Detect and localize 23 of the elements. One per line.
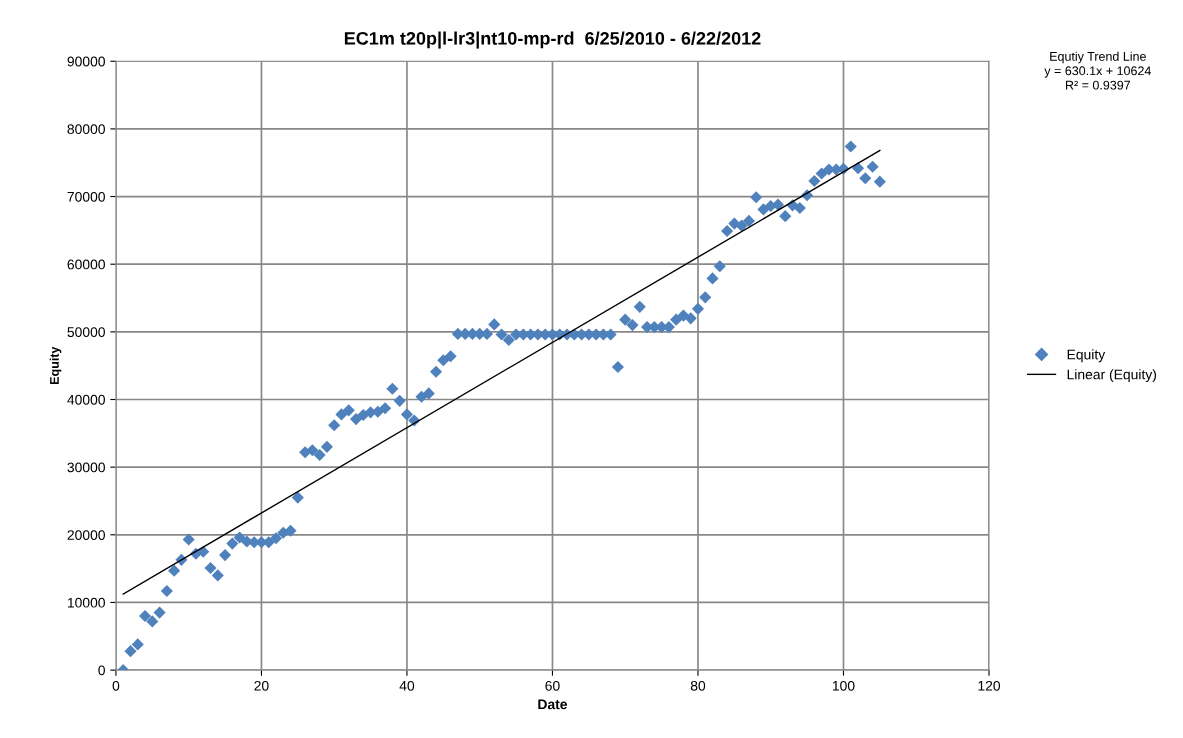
- legend-label: Linear (Equity): [1067, 369, 1157, 383]
- x-tick-label: 40: [399, 680, 415, 691]
- y-tick-label: 0: [98, 665, 105, 676]
- x-tick-label: 100: [832, 680, 855, 691]
- x-tick-label: 80: [690, 680, 706, 691]
- y-tick-label: 70000: [67, 191, 105, 202]
- y-tick-label: 60000: [67, 259, 105, 270]
- x-tick-label: 120: [978, 680, 1001, 691]
- y-tick-label: 80000: [67, 124, 105, 135]
- x-tick-label: 0: [112, 680, 120, 691]
- y-tick-label: 50000: [67, 327, 105, 338]
- x-tick-label: 60: [545, 680, 560, 691]
- y-tick-label: 30000: [67, 462, 105, 473]
- y-tick-label: 10000: [67, 597, 105, 608]
- y-tick-label: 40000: [67, 394, 105, 405]
- y-tick-label: 20000: [67, 530, 105, 540]
- x-tick-label: 20: [254, 680, 269, 691]
- text: Equtiy Trend Line y = 630.1x + 10624 R² = 0.9397: [1044, 51, 1151, 90]
- y-axis-title: Equity: [49, 346, 62, 384]
- y-tick-label: 90000: [67, 56, 105, 67]
- x-axis-title: Date: [538, 699, 568, 710]
- chart-title: EC1m t20p|l-lr3|nt10-mp-rd 6/25/2010 - 6/22/2012: [344, 31, 761, 49]
- legend-label: Equity: [1067, 349, 1106, 363]
